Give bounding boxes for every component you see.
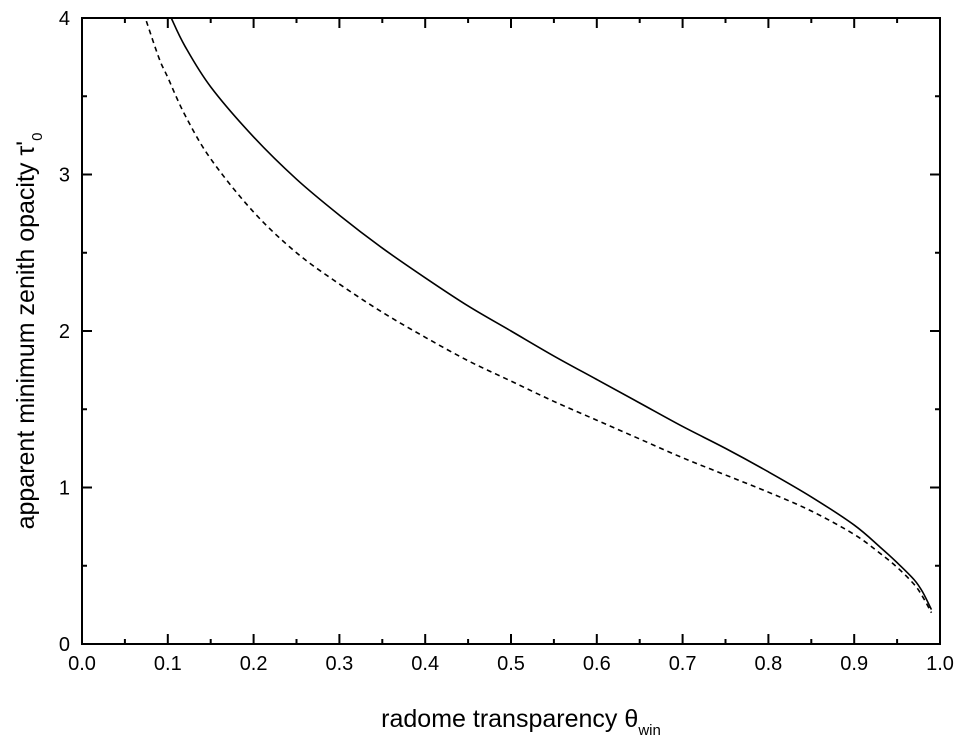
y-axis-title-symbol: τ' bbox=[12, 141, 40, 156]
ticks-layer bbox=[81, 17, 941, 645]
x-tick-label: 0.9 bbox=[840, 653, 868, 675]
y-tick-label: 0 bbox=[59, 634, 70, 656]
x-tick-label: 0.1 bbox=[154, 653, 182, 675]
x-axis-title-symbol: θ bbox=[624, 705, 638, 733]
series-line-dashed bbox=[145, 20, 933, 614]
y-tick-label: 1 bbox=[59, 478, 70, 500]
x-tick-label: 0.8 bbox=[754, 653, 782, 675]
x-tick-label: 0.7 bbox=[669, 653, 697, 675]
tick-labels-layer: 0.0 0.1 0.2 0.3 0.4 0.5 0.6 0.7 0.8 0.9 1.0 0 1 2 3 4 bbox=[59, 8, 954, 675]
y-axis-title-subscript: 0 bbox=[29, 133, 46, 141]
x-tick-label: 0.4 bbox=[411, 653, 439, 675]
x-axis-title-subscript: win bbox=[637, 722, 661, 739]
y-tick-label: 3 bbox=[59, 165, 70, 187]
x-tick-label: 0.6 bbox=[583, 653, 611, 675]
x-axis-title-text: radome transparency bbox=[381, 705, 618, 733]
x-tick-label: 0.2 bbox=[240, 653, 268, 675]
x-axis-title: radome transparency θwin bbox=[381, 705, 661, 739]
x-tick-label: 1.0 bbox=[926, 653, 954, 675]
y-tick-label: 2 bbox=[59, 321, 70, 343]
y-tick-label: 4 bbox=[59, 8, 70, 30]
y-axis-title: apparent minimum zenith opacity τ'0 bbox=[12, 133, 46, 530]
series-line-solid bbox=[170, 17, 933, 610]
y-axis-title-text: apparent minimum zenith opacity bbox=[12, 162, 40, 529]
series-layer bbox=[145, 17, 933, 614]
x-tick-label: 0.0 bbox=[68, 653, 96, 675]
x-tick-label: 0.5 bbox=[497, 653, 525, 675]
x-tick-label: 0.3 bbox=[325, 653, 353, 675]
